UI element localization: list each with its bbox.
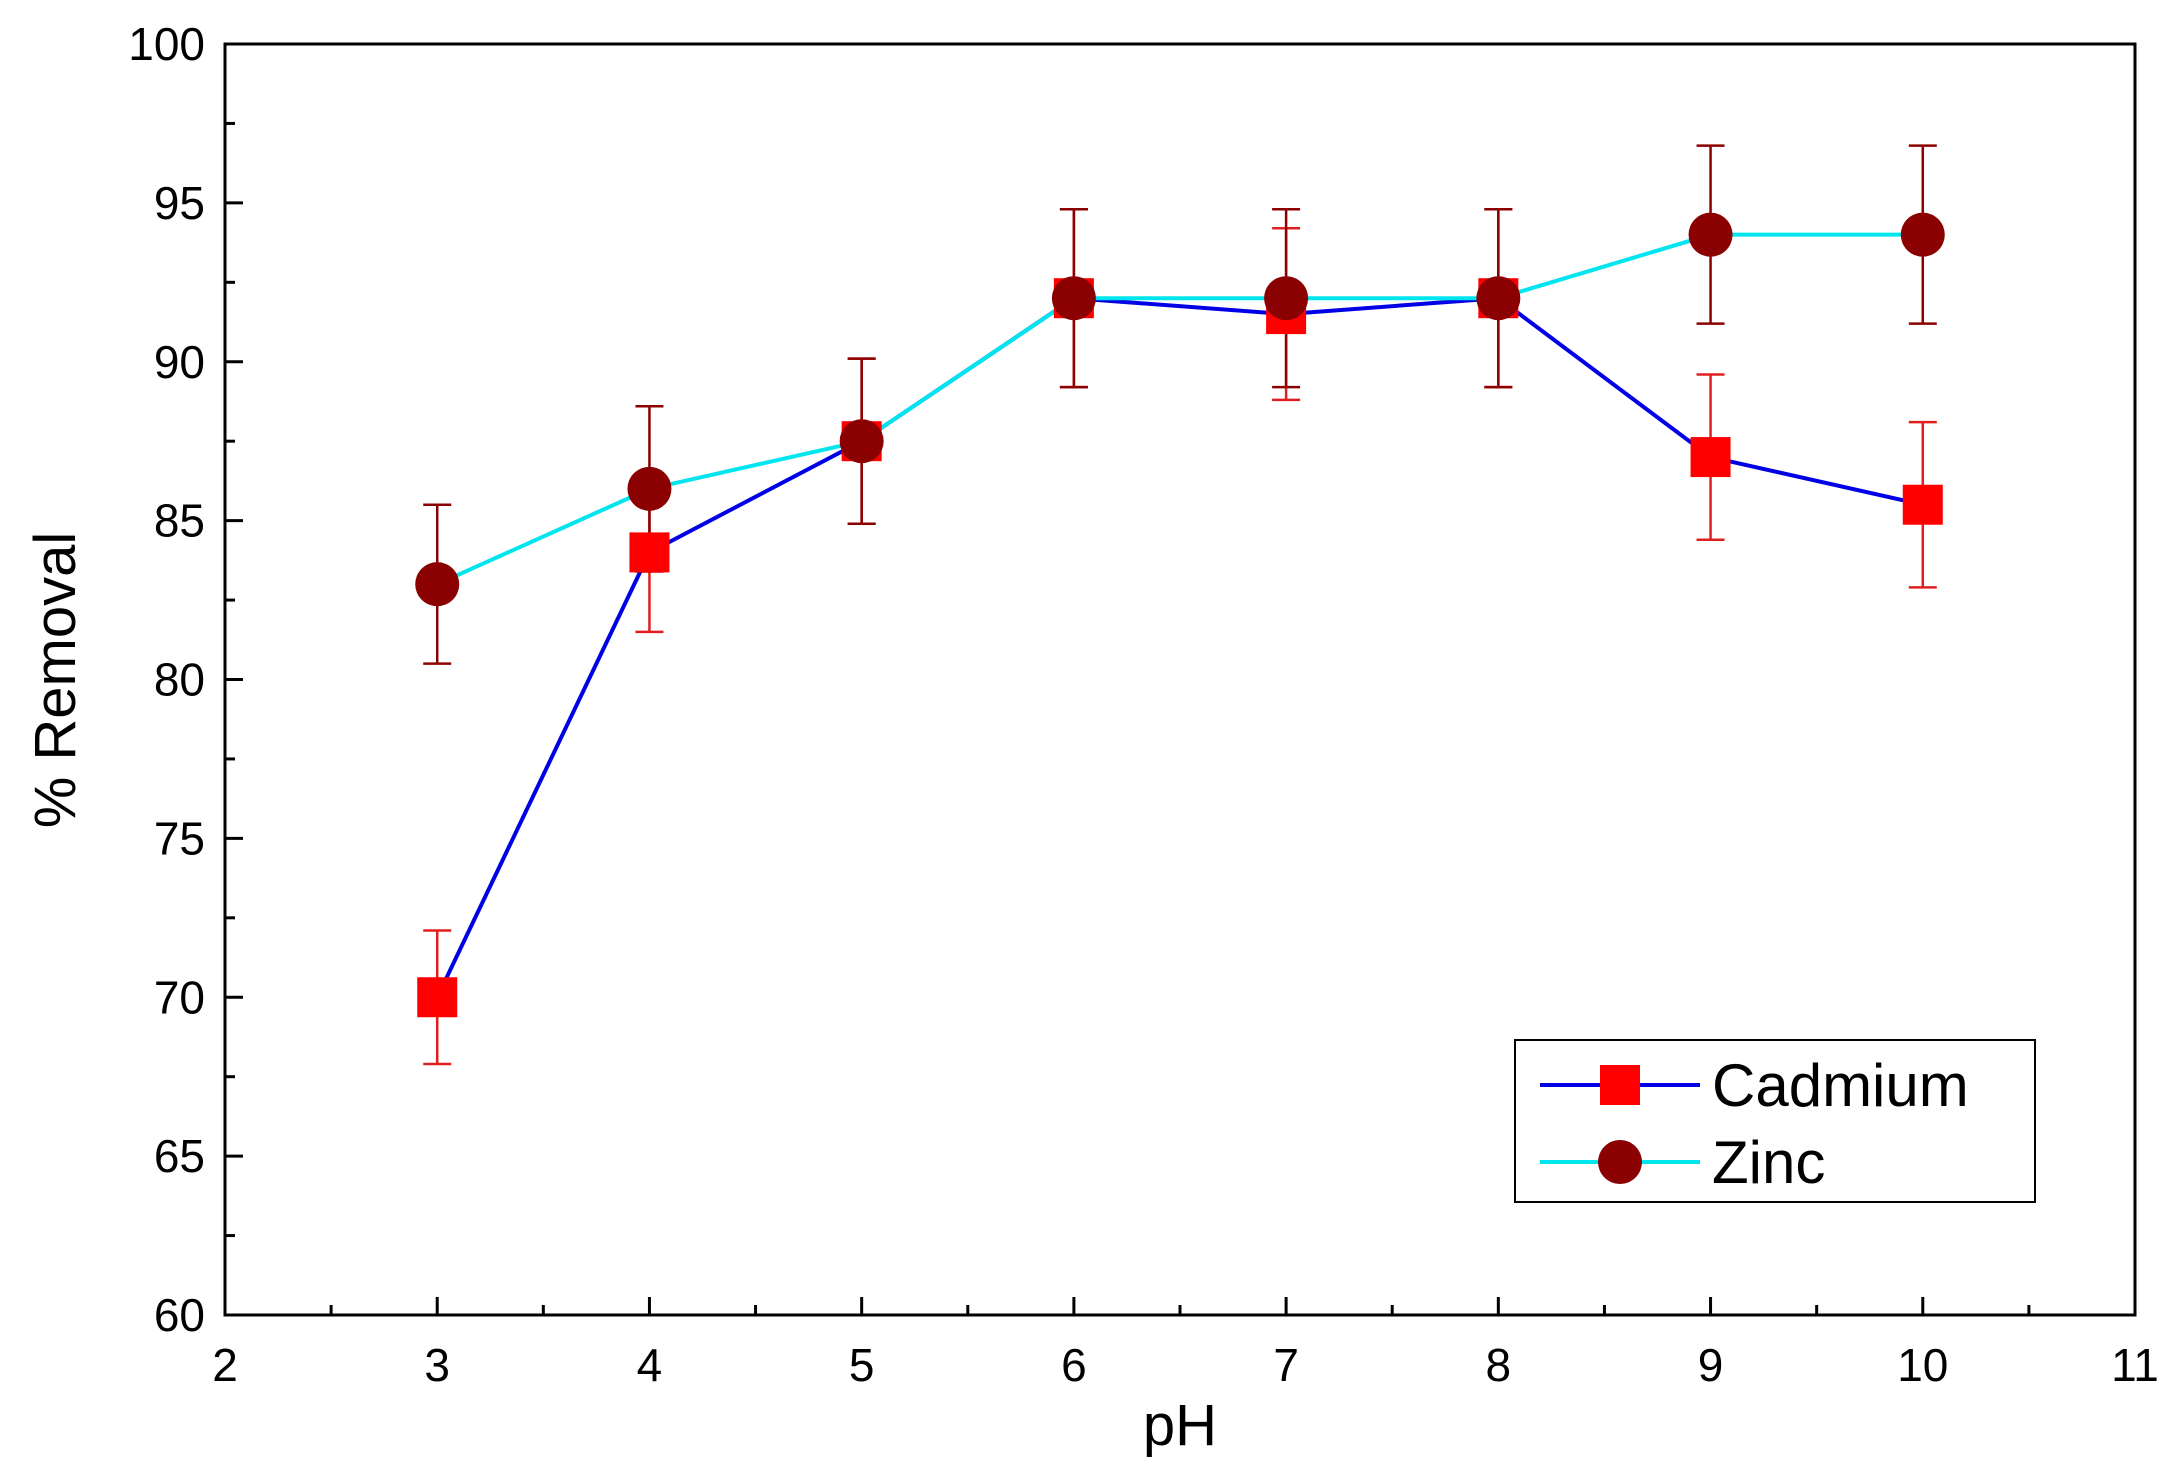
legend-marker-zinc bbox=[1598, 1140, 1642, 1184]
y-tick-label: 70 bbox=[154, 971, 205, 1023]
legend-label-cadmium: Cadmium bbox=[1712, 1052, 1969, 1119]
x-tick-label: 6 bbox=[1061, 1339, 1087, 1391]
y-tick-label: 90 bbox=[154, 336, 205, 388]
x-tick-label: 2 bbox=[212, 1339, 238, 1391]
axis-ticks bbox=[223, 42, 2137, 1317]
y-axis-title: % Removal bbox=[23, 532, 88, 829]
y-tick-label: 95 bbox=[154, 177, 205, 229]
x-tick-label: 7 bbox=[1273, 1339, 1299, 1391]
legend-marker-cadmium bbox=[1600, 1065, 1640, 1105]
x-axis-title: pH bbox=[1143, 1393, 1217, 1458]
x-tick-label: 5 bbox=[849, 1339, 875, 1391]
x-tick-label: 9 bbox=[1698, 1339, 1724, 1391]
x-tick-label: 8 bbox=[1486, 1339, 1512, 1391]
data-point-zinc bbox=[1900, 212, 1945, 257]
data-point-zinc bbox=[415, 562, 460, 607]
data-point-cadmium bbox=[1902, 484, 1943, 525]
legend-label-zinc: Zinc bbox=[1712, 1129, 1825, 1196]
y-tick-label: 65 bbox=[154, 1130, 205, 1182]
data-point-cadmium bbox=[1690, 437, 1731, 478]
data-point-cadmium bbox=[629, 532, 670, 573]
x-tick-label: 3 bbox=[424, 1339, 450, 1391]
x-tick-label: 10 bbox=[1897, 1339, 1948, 1391]
x-tick-label: 4 bbox=[637, 1339, 663, 1391]
y-tick-label: 60 bbox=[154, 1289, 205, 1341]
series-line-zinc bbox=[436, 232, 1923, 586]
series-line-cadmium bbox=[435, 296, 1924, 999]
data-point-zinc bbox=[1051, 276, 1096, 321]
y-tick-label: 100 bbox=[128, 18, 205, 70]
legend: Cadmium Zinc bbox=[1514, 1039, 2036, 1203]
data-point-cadmium bbox=[417, 977, 458, 1018]
data-point-zinc bbox=[627, 466, 672, 511]
y-tick-label: 75 bbox=[154, 812, 205, 864]
y-tick-label: 85 bbox=[154, 495, 205, 547]
tick-labels: 2 3 4 5 6 7 8 9 10 11 60 65 70 75 80 85 90 95 100 bbox=[128, 18, 2159, 1391]
data-point-zinc bbox=[1688, 212, 1733, 257]
x-tick-label: 11 bbox=[2111, 1339, 2159, 1391]
y-tick-label: 80 bbox=[154, 654, 205, 706]
data-point-zinc bbox=[839, 419, 884, 464]
data-point-zinc bbox=[1476, 276, 1521, 321]
data-point-zinc bbox=[1264, 276, 1309, 321]
series-layer bbox=[415, 144, 1945, 1066]
